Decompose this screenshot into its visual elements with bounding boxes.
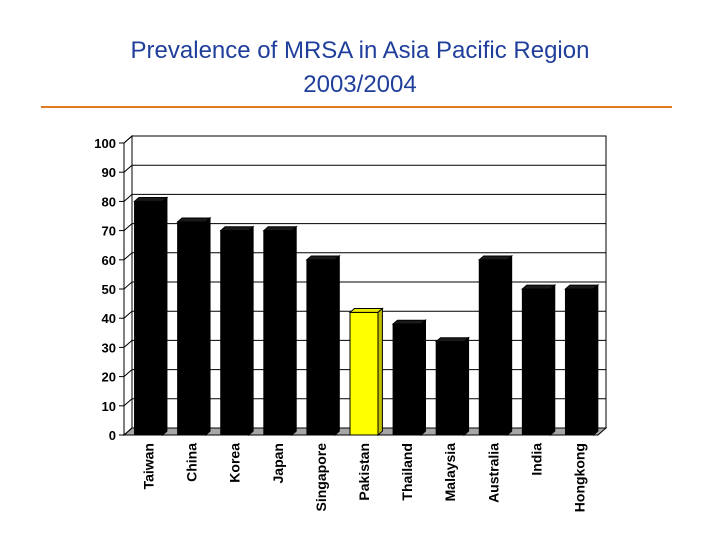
x-category-label: Pakistan	[356, 443, 372, 501]
slide-title-line-2: 2003/2004	[303, 71, 417, 98]
bar-side	[334, 254, 340, 437]
y-tick-label: 70	[102, 224, 116, 239]
bar-side	[506, 254, 513, 437]
bar-top	[521, 284, 557, 290]
bar-top	[262, 226, 298, 232]
bar-top	[176, 217, 212, 223]
bar-side	[463, 336, 470, 437]
gridline	[123, 310, 606, 319]
bar-front	[521, 288, 551, 436]
x-category-label: Thailand	[399, 443, 415, 501]
bar	[305, 254, 341, 437]
y-tick-label: 10	[102, 399, 116, 414]
bar	[391, 319, 427, 437]
bar-front	[435, 341, 465, 436]
y-tick-label: 20	[102, 370, 116, 385]
bar-side	[592, 284, 599, 437]
x-category-label: Hongkong	[571, 443, 587, 512]
bar-side	[205, 216, 211, 437]
y-tick-label: 90	[102, 165, 116, 180]
bar	[434, 336, 470, 437]
x-category-label: China	[184, 443, 200, 482]
gridline	[123, 164, 606, 173]
gridline	[123, 193, 606, 202]
bar-top	[219, 226, 255, 232]
gridline	[123, 223, 606, 231]
bar-front	[564, 288, 594, 436]
bar	[477, 254, 514, 437]
bar	[133, 196, 169, 437]
x-axis-labels: Taiwan China Korea Japan Singapore Pakistan Th…	[141, 443, 588, 512]
bar-front	[220, 230, 250, 436]
x-category-label: Taiwan	[141, 443, 157, 489]
bar	[564, 284, 600, 437]
gridline	[123, 252, 606, 261]
bar	[348, 307, 384, 437]
slide-title: Prevalence of MRSA in Asia Pacific Regio…	[0, 34, 720, 102]
x-category-label: Australia	[485, 443, 501, 503]
bar-front	[349, 311, 379, 436]
bar-front	[263, 230, 293, 436]
bar-side	[549, 284, 556, 437]
gridlines	[123, 135, 606, 436]
gridline	[123, 281, 606, 290]
bar-top	[434, 337, 470, 343]
y-tick-label: 80	[102, 194, 116, 209]
bar-top	[133, 197, 169, 202]
y-tick-label: 100	[94, 136, 116, 151]
x-category-label: Japan	[270, 443, 286, 483]
x-category-label: Malaysia	[442, 443, 458, 502]
bar-side	[162, 196, 168, 437]
bar	[521, 284, 557, 437]
bar-side	[248, 225, 254, 437]
bars	[133, 196, 600, 437]
y-axis: 0 10 20 30 40 50 60 70 80 90 100	[94, 136, 125, 443]
y-tick-label: 0	[109, 428, 116, 443]
bar-front	[177, 221, 207, 436]
bar-front	[478, 259, 508, 436]
y-tick-label: 40	[102, 311, 116, 326]
bar	[262, 225, 298, 437]
bar	[219, 225, 255, 437]
bar-side	[291, 225, 297, 437]
bar-top	[477, 255, 514, 261]
y-tick-label: 30	[102, 340, 116, 355]
bar-front	[392, 323, 422, 436]
bar	[176, 216, 212, 437]
bar-top	[348, 308, 384, 313]
bar-side	[377, 307, 383, 437]
bar-top	[564, 284, 600, 290]
title-divider	[41, 106, 672, 108]
x-category-label: Singapore	[313, 443, 329, 512]
slide-title-line-1: Prevalence of MRSA in Asia Pacific Regio…	[130, 37, 590, 64]
y-tick-label: 60	[102, 253, 116, 268]
bar-top	[391, 319, 427, 325]
x-category-label: India	[528, 443, 544, 476]
x-category-label: Korea	[227, 443, 243, 483]
bar-front	[134, 200, 164, 436]
y-tick-label: 50	[102, 282, 116, 297]
gridline	[123, 135, 606, 144]
bar-side	[420, 319, 426, 437]
bar-front	[306, 259, 336, 436]
bar-top	[305, 255, 341, 261]
